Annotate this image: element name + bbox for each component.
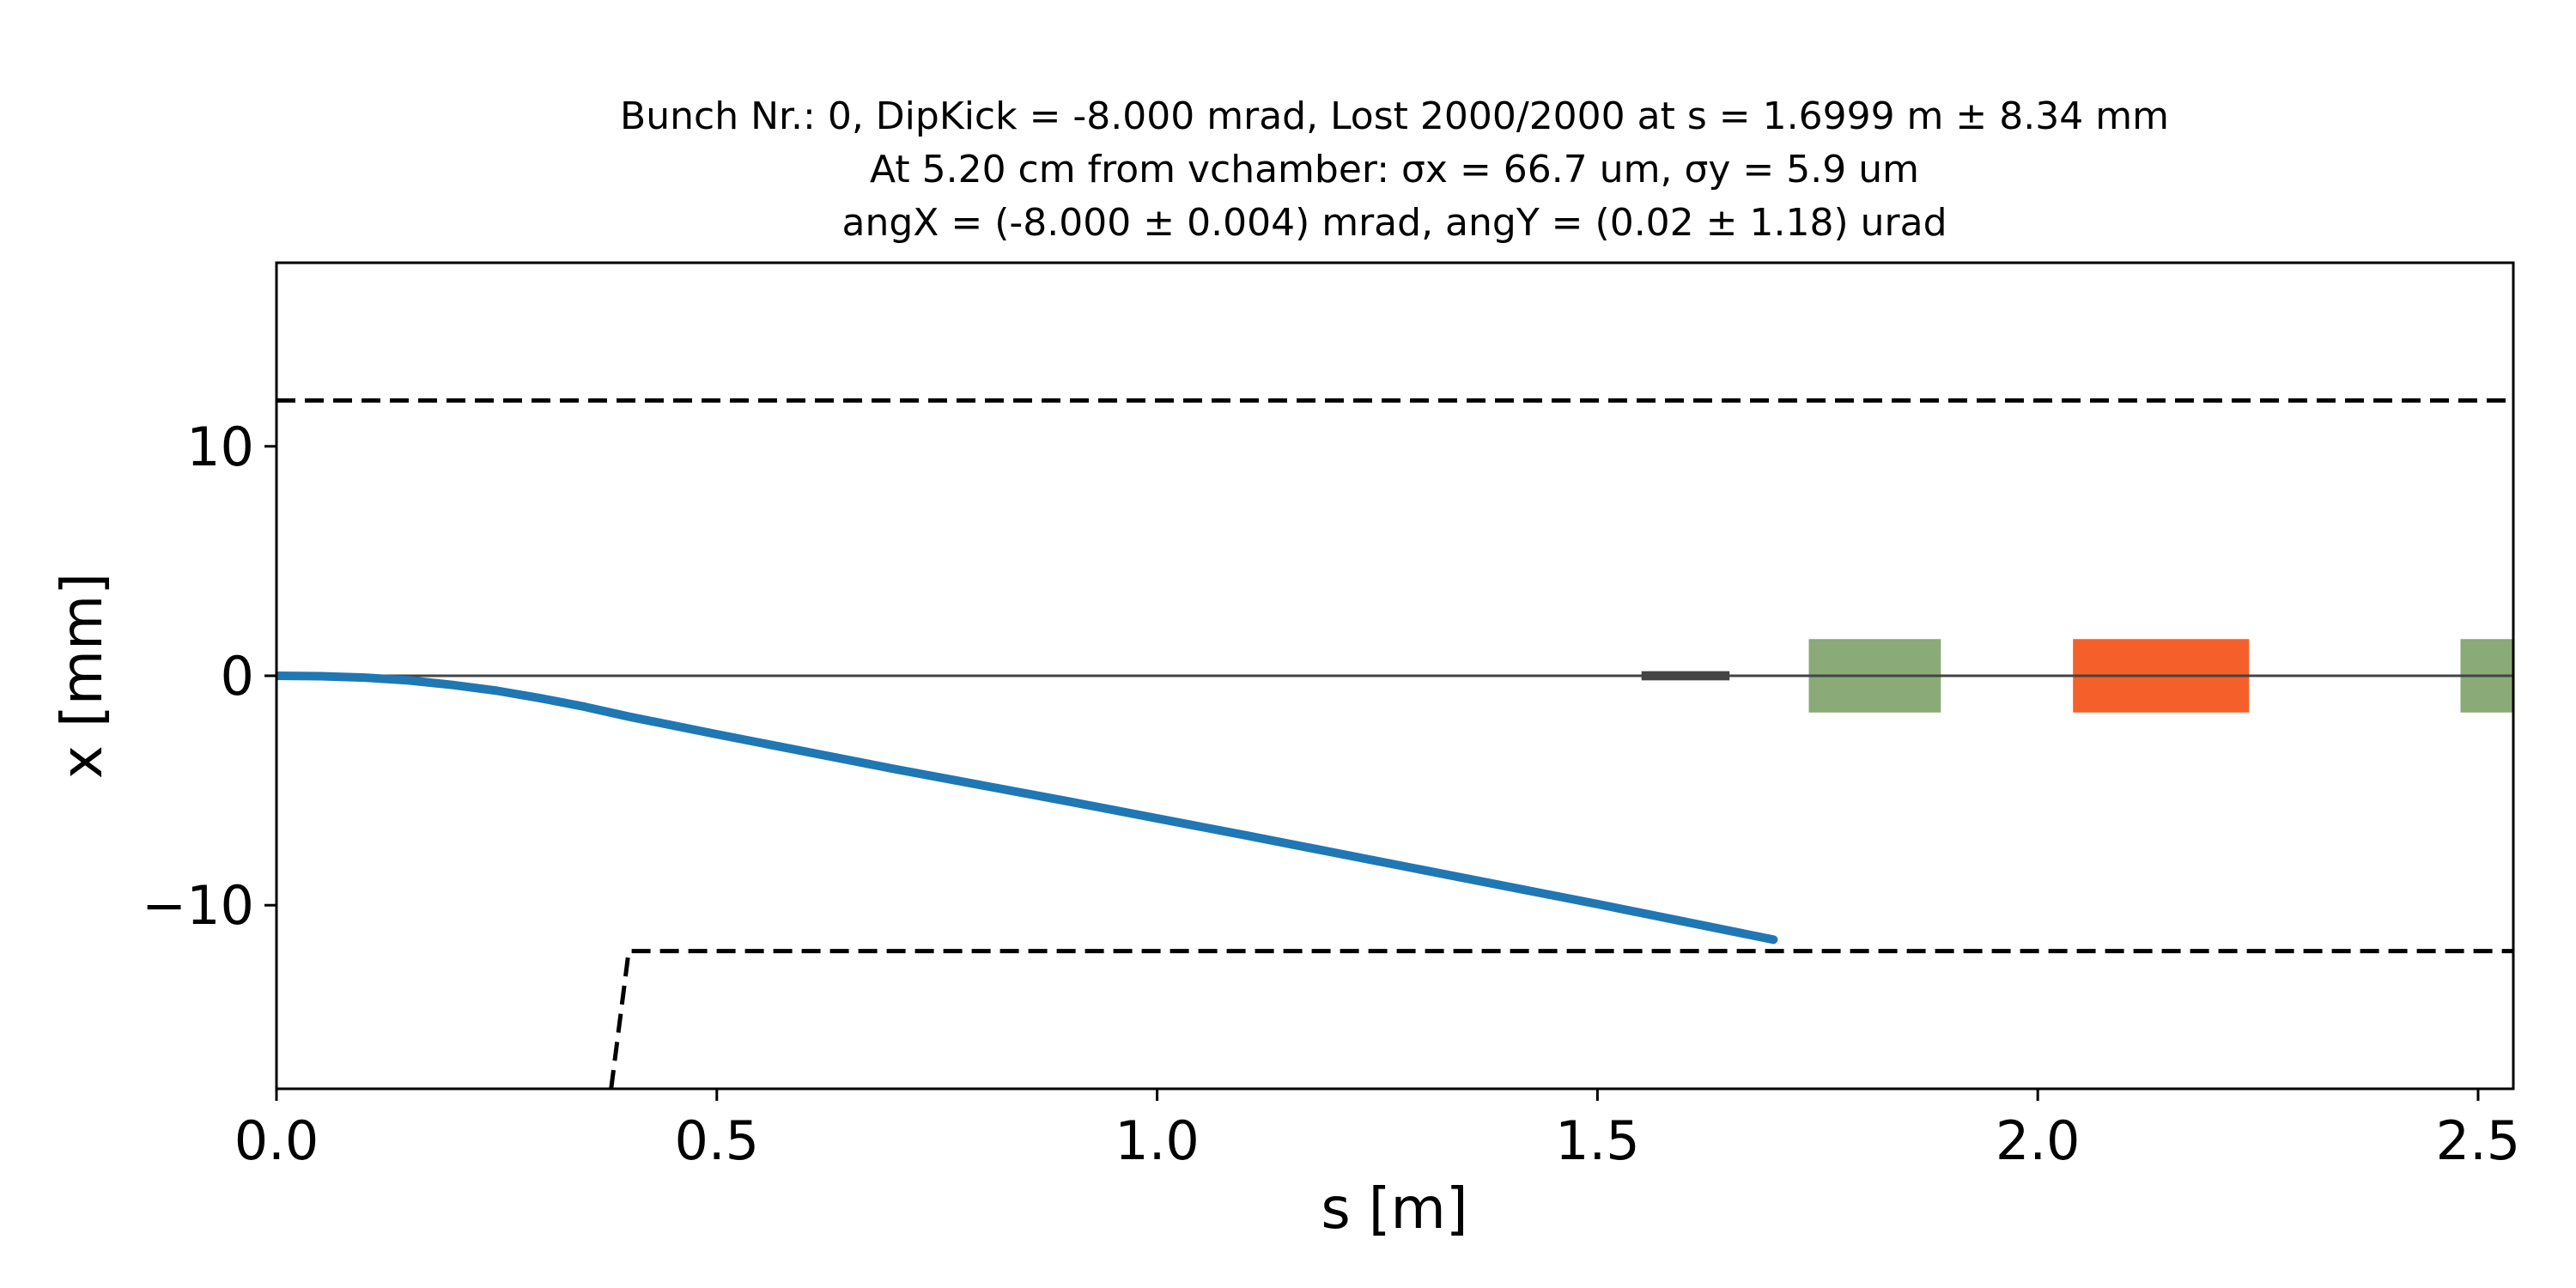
y-axis-label: x [mm]: [49, 573, 115, 779]
y-tick-label: −10: [142, 874, 254, 937]
title-line-3: angX = (-8.000 ± 0.004) mrad, angY = (0.…: [842, 201, 1947, 245]
x-tick-label: 0.5: [674, 1109, 759, 1172]
series-lower-vacuum-chamber: [609, 949, 2513, 1089]
x-tick-label: 2.5: [2436, 1109, 2521, 1172]
x-axis-ticks: 0.0 0.5 1.0 1.5 2.0 2.5: [234, 1089, 2521, 1172]
x-tick-label: 0.0: [234, 1109, 319, 1172]
title-line-1: Bunch Nr.: 0, DipKick = -8.000 mrad, Los…: [620, 94, 2169, 138]
chart-title: Bunch Nr.: 0, DipKick = -8.000 mrad, Los…: [620, 94, 2169, 245]
x-tick-label: 2.0: [1996, 1109, 2081, 1172]
y-tick-label: 10: [186, 416, 254, 478]
x-axis-label: s [m]: [1321, 1176, 1467, 1242]
plot-area: [276, 398, 2513, 1089]
y-axis-ticks: 10 0 −10: [142, 416, 276, 937]
x-tick-label: 1.0: [1115, 1109, 1200, 1172]
x-tick-label: 1.5: [1555, 1109, 1640, 1172]
title-line-2: At 5.20 cm from vchamber: σx = 66.7 um, …: [870, 148, 1919, 191]
y-tick-label: 0: [221, 645, 254, 708]
series-beam-trajectory: [276, 671, 1778, 945]
